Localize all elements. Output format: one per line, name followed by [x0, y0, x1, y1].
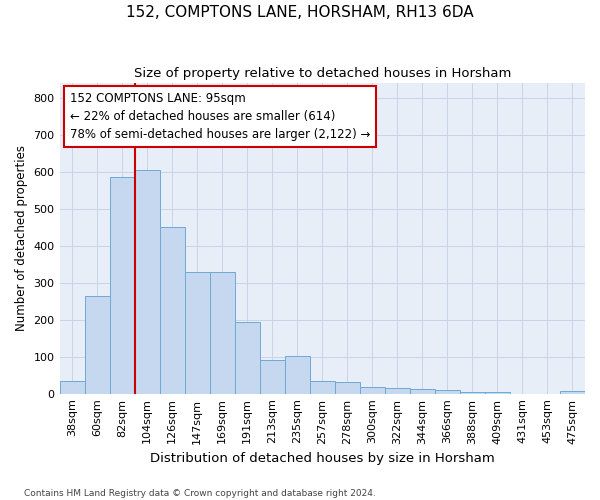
Bar — [410, 389, 435, 394]
Bar — [385, 388, 410, 394]
Text: 152 COMPTONS LANE: 95sqm
← 22% of detached houses are smaller (614)
78% of semi-: 152 COMPTONS LANE: 95sqm ← 22% of detach… — [70, 92, 370, 142]
Y-axis label: Number of detached properties: Number of detached properties — [15, 146, 28, 332]
Bar — [310, 380, 335, 394]
X-axis label: Distribution of detached houses by size in Horsham: Distribution of detached houses by size … — [150, 452, 494, 465]
Bar — [260, 360, 285, 394]
Title: Size of property relative to detached houses in Horsham: Size of property relative to detached ho… — [134, 68, 511, 80]
Bar — [110, 178, 134, 394]
Text: Contains HM Land Registry data © Crown copyright and database right 2024.: Contains HM Land Registry data © Crown c… — [24, 488, 376, 498]
Bar — [285, 356, 310, 394]
Bar — [560, 391, 585, 394]
Bar — [134, 170, 160, 394]
Bar — [59, 380, 85, 394]
Bar — [360, 387, 385, 394]
Bar — [485, 392, 510, 394]
Bar — [85, 296, 110, 394]
Bar — [160, 228, 185, 394]
Bar — [435, 390, 460, 394]
Bar — [235, 322, 260, 394]
Bar — [209, 272, 235, 394]
Bar — [335, 382, 360, 394]
Bar — [460, 392, 485, 394]
Text: 152, COMPTONS LANE, HORSHAM, RH13 6DA: 152, COMPTONS LANE, HORSHAM, RH13 6DA — [126, 5, 474, 20]
Bar — [185, 272, 209, 394]
